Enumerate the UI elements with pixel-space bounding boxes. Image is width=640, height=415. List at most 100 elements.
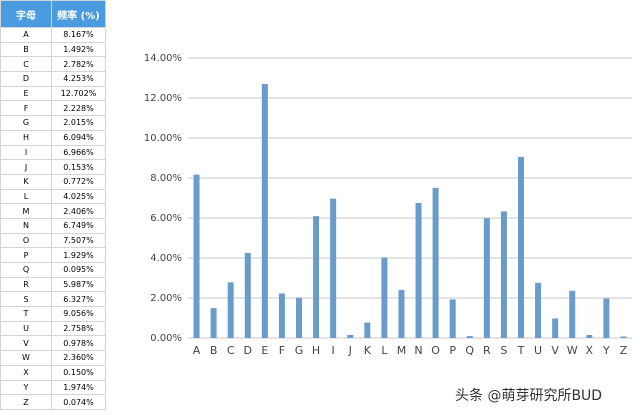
table-cell: 5.987% [51,276,106,293]
table-cell: E [0,85,52,102]
table-cell: 2.782% [51,56,106,73]
bar [347,334,354,338]
table-cell: 6.327% [51,291,106,308]
bar [603,298,610,338]
header-cell: 频率 (%) [51,0,106,28]
x-tick-label: V [551,344,559,357]
bar [244,252,251,338]
table-cell: 2.758% [51,320,106,337]
table-cell: 0.095% [51,262,106,278]
y-tick-label: 6.00% [150,213,182,224]
table-cell: 4.253% [51,71,106,87]
x-tick-label: M [397,344,407,357]
x-tick-label: E [261,344,268,357]
table-cell: S [0,291,52,308]
table-cell: 2.228% [51,100,106,117]
bar [500,211,507,338]
y-tick-label: 8.00% [150,173,182,184]
x-tick-label: U [534,344,542,357]
table-cell: 2.360% [51,350,106,366]
y-tick-label: 2.00% [150,293,182,304]
bar [210,308,217,338]
table-cell: 0.978% [51,335,106,352]
bar [398,289,405,338]
x-tick-label: B [210,344,218,357]
bar [483,218,490,338]
x-tick-label: A [193,344,201,357]
bar [432,187,439,338]
x-tick-label: Q [465,344,474,357]
x-tick-label: F [279,344,285,357]
bar [278,293,285,338]
bar [193,174,200,338]
table-cell: 1.929% [51,247,106,263]
y-tick-label: 0.00% [150,333,182,344]
table-row: P 1.929% [0,247,106,263]
x-tick-label: Y [602,344,610,357]
bar [296,297,302,338]
table-cell: 9.056% [51,306,106,322]
bar [330,198,337,338]
bar [227,282,234,338]
table-cell: W [0,350,52,366]
y-tick-label: 10.00% [144,133,182,144]
bar [569,290,576,338]
table-cell: Y [0,379,52,396]
x-tick-label: C [227,344,235,357]
x-tick-label: K [364,344,372,357]
bar [552,318,559,338]
table-row: X 0.150% [0,364,106,381]
table-row: Z 0.074% [0,394,106,410]
bar [466,336,473,338]
x-tick-label: Z [620,344,628,357]
table-row: F 2.228% [0,100,106,117]
table-row: U 2.758% [0,320,106,337]
bar [620,336,627,338]
x-tick-label: S [500,344,507,357]
bar [381,257,388,338]
x-tick-label: I [332,344,335,357]
table-row: Q 0.095% [0,262,106,278]
table-row: T 9.056% [0,306,106,322]
y-tick-label: 12.00% [144,93,182,104]
table-row: R 5.987% [0,276,106,293]
bar [261,83,268,339]
x-tick-label: L [381,344,388,357]
table-row: D 4.253% [0,71,106,87]
table-row: C 2.782% [0,56,106,73]
x-tick-label: H [312,344,320,357]
table-row: H 6.094% [0,129,106,146]
bar [518,156,524,338]
y-tick-label: 14.00% [144,53,182,64]
x-tick-label: O [431,344,440,357]
table-row: L 4.025% [0,188,106,205]
table-row: V 0.978% [0,335,106,352]
table-cell: 0.074% [51,394,106,410]
watermark: 头条 @萌芽研究所BUD [455,387,602,404]
table-cell: U [0,320,52,337]
bar [313,216,320,338]
x-tick-label: N [414,344,422,357]
table-row: S 6.327% [0,291,106,308]
table-row: W 2.360% [0,350,106,366]
x-tick-label: J [348,344,352,357]
table-cell: D [0,71,52,87]
frequency-table: 字母 频率 (%) A 8.167% B 1.492% C 2.782% D 4.253% E 12.… [0,0,106,410]
x-tick-label: X [586,344,594,357]
x-tick-label: W [567,344,578,357]
table-row: I 6.966% [0,144,106,161]
table-row: J 0.153% [0,159,106,175]
bar [364,322,371,338]
header-row: 字母 频率 (%) [0,0,106,28]
bar [535,282,542,338]
header-cell: 字母 [0,0,52,28]
x-tick-label: T [517,344,525,357]
table-cell: 12.702% [51,85,106,102]
y-tick-label: 4.00% [150,253,182,264]
bar [415,203,422,338]
x-tick-label: G [295,344,304,357]
table-cell: 0.150% [51,364,106,381]
table-cell: 1.974% [51,379,106,396]
